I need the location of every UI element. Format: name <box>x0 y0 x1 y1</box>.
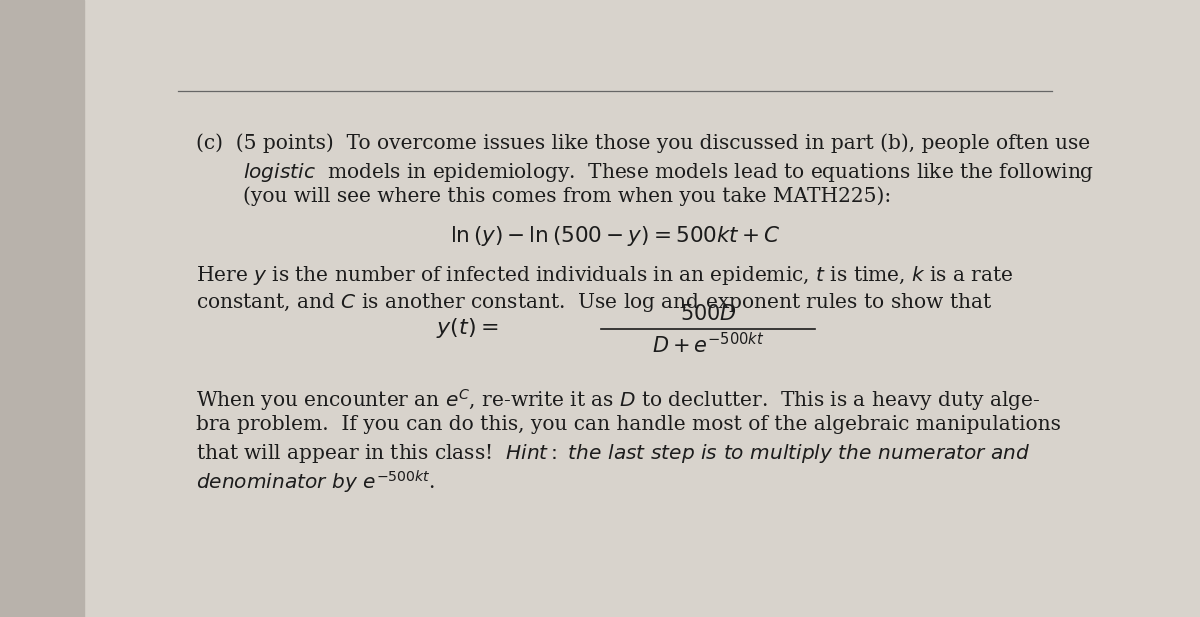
Text: $y(t) =$: $y(t) =$ <box>437 317 499 340</box>
Text: $D + e^{-500kt}$: $D + e^{-500kt}$ <box>652 332 764 357</box>
Text: $500D$: $500D$ <box>679 304 737 324</box>
Text: (you will see where this comes from when you take MATH225):: (you will see where this comes from when… <box>242 186 892 206</box>
Text: bra problem.  If you can do this, you can handle most of the algebraic manipulat: bra problem. If you can do this, you can… <box>197 415 1061 434</box>
Text: Here $y$ is the number of infected individuals in an epidemic, $t$ is time, $k$ : Here $y$ is the number of infected indiv… <box>197 264 1014 287</box>
Text: that will appear in this class!  $\mathit{Hint:\ the\ last\ step\ is\ to\ multip: that will appear in this class! $\mathit… <box>197 442 1031 465</box>
Text: (c)  (5 points)  To overcome issues like those you discussed in part (b), people: (c) (5 points) To overcome issues like t… <box>197 133 1091 153</box>
Text: When you encounter an $e^C$, re-write it as $D$ to declutter.  This is a heavy d: When you encounter an $e^C$, re-write it… <box>197 387 1040 413</box>
Text: constant, and $C$ is another constant.  Use log and exponent rules to show that: constant, and $C$ is another constant. U… <box>197 291 992 314</box>
Text: $\mathrm{ln}\,(y) - \mathrm{ln}\,(500 - y) = 500kt + C$: $\mathrm{ln}\,(y) - \mathrm{ln}\,(500 - … <box>450 224 780 247</box>
Text: $\mathit{logistic}$  models in epidemiology.  These models lead to equations lik: $\mathit{logistic}$ models in epidemiolo… <box>242 160 1094 183</box>
Text: $\mathit{denominator\ by}\ e^{-500kt}$.: $\mathit{denominator\ by}\ e^{-500kt}$. <box>197 469 436 496</box>
